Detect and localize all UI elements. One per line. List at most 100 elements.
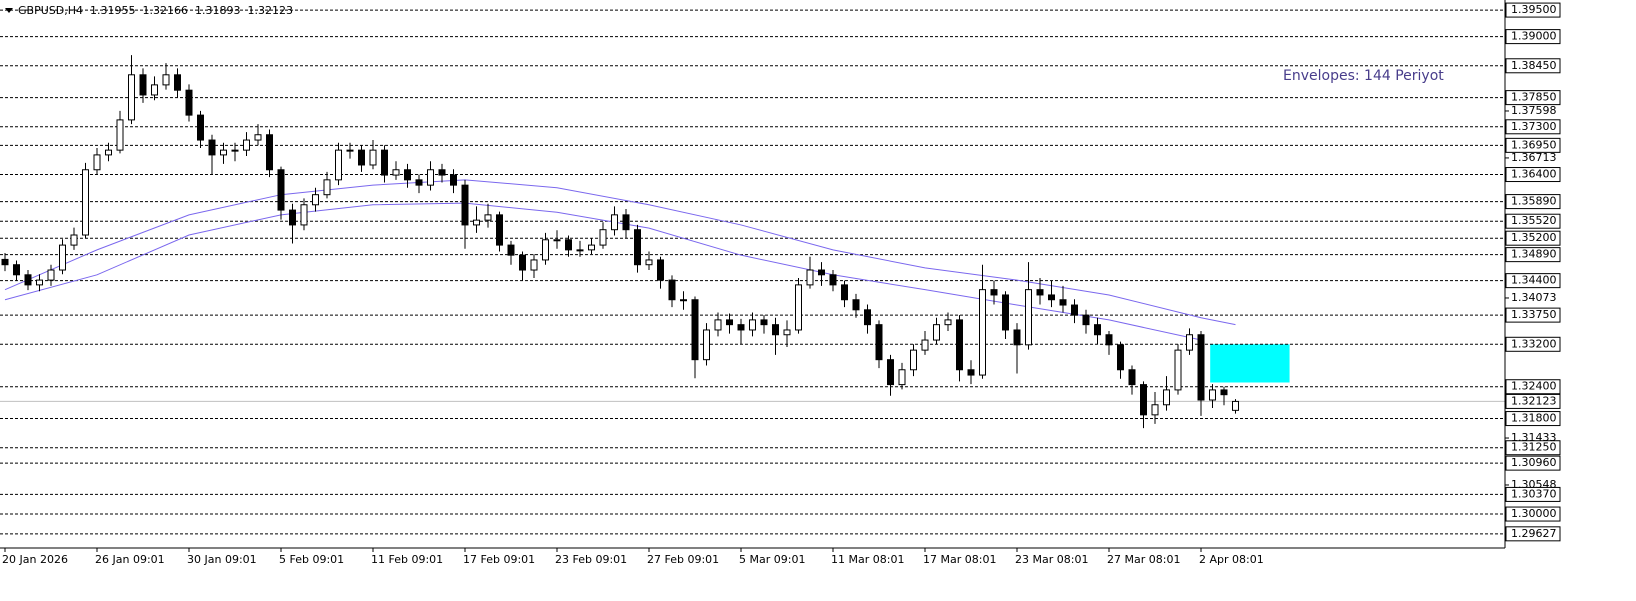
candle-body <box>599 229 607 246</box>
candle-body <box>496 214 503 246</box>
level-label-box <box>1505 2 1561 18</box>
candle-body <box>990 289 998 296</box>
level-label-box <box>1505 247 1561 263</box>
candle-body <box>450 174 457 186</box>
candle-body <box>1186 334 1193 351</box>
candle-body <box>956 319 963 371</box>
candle-body <box>128 74 135 121</box>
level-label: 1.30370 <box>1511 487 1557 500</box>
level-label: 1.31800 <box>1511 412 1557 425</box>
level-label-box <box>1505 336 1561 352</box>
candle-body <box>381 149 388 176</box>
candle-body <box>220 149 227 156</box>
candle-body <box>174 74 181 91</box>
level-label: 1.37850 <box>1511 91 1557 104</box>
candle-body <box>795 284 802 331</box>
level-label: 1.38450 <box>1511 59 1557 72</box>
level-label-box <box>1505 440 1561 456</box>
candle-body <box>151 84 158 96</box>
level-label-box <box>1505 379 1561 395</box>
candle-body <box>105 149 112 156</box>
level-label: 1.29627 <box>1511 527 1557 540</box>
candle-body <box>312 194 319 206</box>
candle-body <box>1013 329 1021 346</box>
candle-body <box>289 209 296 226</box>
y-tick-label: 1.36713 <box>1511 151 1557 164</box>
level-label-box <box>1505 273 1561 289</box>
candle-body <box>1 258 9 266</box>
current-price-label: 1.32123 <box>1511 394 1557 407</box>
annotation: Envelopes: 144 Periyot <box>1283 68 1444 84</box>
candle-body <box>47 269 55 281</box>
level-label-box <box>1505 455 1561 471</box>
candle-body <box>1209 389 1216 401</box>
candle-body <box>208 139 216 156</box>
level-label-box <box>1505 29 1561 45</box>
candle-body <box>553 239 561 242</box>
candle-body <box>1082 314 1090 326</box>
x-tick-label: 17 Mar 08:01 <box>923 553 996 566</box>
candle-body <box>783 329 791 336</box>
level-label-box <box>1505 119 1561 135</box>
candle-body <box>1174 349 1182 391</box>
candle-body <box>438 169 446 176</box>
candle-body <box>875 324 883 361</box>
x-tick-label: 23 Feb 09:01 <box>555 553 627 566</box>
candle-body <box>82 169 89 236</box>
candle-body <box>36 279 43 286</box>
x-tick-label: 27 Mar 08:01 <box>1107 553 1180 566</box>
candle-body <box>887 359 894 386</box>
candle-body <box>392 169 400 176</box>
candle-body <box>967 369 975 376</box>
candle-body <box>1140 384 1147 416</box>
x-tick-label: 17 Feb 09:01 <box>463 553 535 566</box>
level-label: 1.31250 <box>1511 441 1557 454</box>
candle-body <box>24 274 32 286</box>
level-label-box <box>1505 90 1561 106</box>
candle-body <box>415 179 423 186</box>
candle-body <box>749 319 756 331</box>
x-tick-label: 2 Apr 08:01 <box>1199 553 1264 566</box>
y-tick-label: 1.37598 <box>1511 104 1557 117</box>
level-label-box <box>1505 194 1561 210</box>
menu-arrow <box>5 8 13 13</box>
candle-body <box>461 184 469 226</box>
candle-body <box>404 169 411 181</box>
y-tick-label: 1.30548 <box>1511 478 1557 491</box>
candle-body <box>864 309 871 326</box>
x-tick-label: 30 Jan 09:01 <box>187 553 257 566</box>
level-label-box <box>1505 506 1561 522</box>
candle-body <box>898 369 906 386</box>
candle-body <box>542 239 549 261</box>
candle-body <box>346 149 354 152</box>
candle-body <box>185 89 193 116</box>
x-tick-label: 23 Mar 08:01 <box>1015 553 1088 566</box>
level-label: 1.39500 <box>1511 3 1557 16</box>
candle-body <box>691 299 699 361</box>
candle-body <box>59 244 66 271</box>
candle-body <box>254 134 262 141</box>
level-label: 1.32400 <box>1511 380 1557 393</box>
candle-body <box>772 324 779 336</box>
envelope-line <box>4 202 1202 341</box>
candle-body <box>829 274 837 286</box>
candle-body <box>70 234 78 246</box>
candle-body <box>197 114 204 141</box>
level-label-box <box>1505 526 1561 542</box>
level-label: 1.35200 <box>1511 231 1557 244</box>
candle-body <box>369 149 377 166</box>
candle-body <box>519 254 526 271</box>
candle-body <box>668 279 676 301</box>
candle-body <box>139 74 147 96</box>
candle-body <box>323 179 331 196</box>
candle-body <box>841 284 848 301</box>
candle-body <box>944 319 952 326</box>
candle-body <box>806 269 814 286</box>
candle-body <box>1002 294 1009 331</box>
candle-body <box>714 319 722 331</box>
level-label: 1.35520 <box>1511 214 1557 227</box>
candle-body <box>530 259 538 271</box>
level-label: 1.30000 <box>1511 507 1557 520</box>
level-label-box <box>1505 213 1561 229</box>
